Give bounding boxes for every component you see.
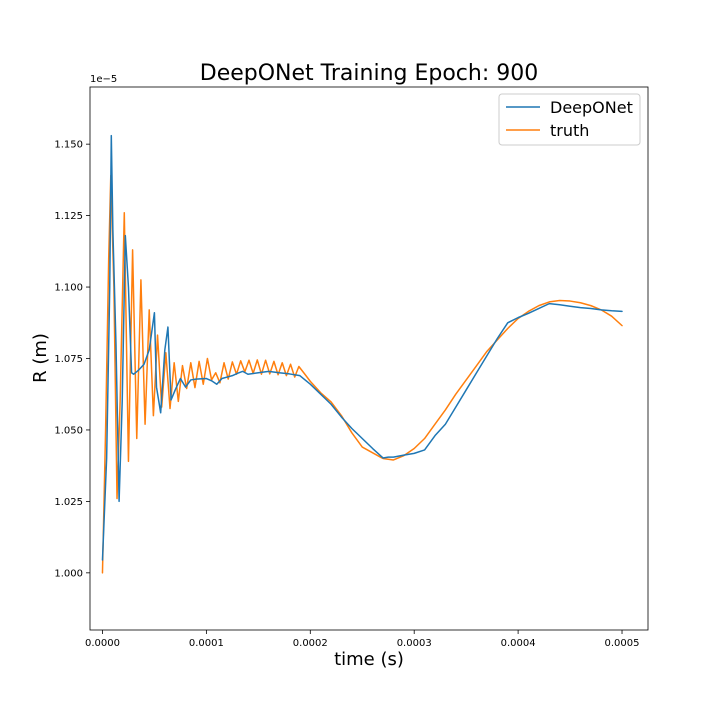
x-axis-ticks: 0.0000 0.0001 0.0002 0.0003 0.0004 0.0005 [85,630,640,649]
y-tick-label: 1.125 [54,211,83,222]
chart-title: DeepONet Training Epoch: 900 [200,61,538,86]
x-tick-label: 0.0002 [293,638,328,649]
y-offset-label: 1e−5 [90,74,117,85]
x-axis-title: time (s) [334,649,404,670]
legend: DeepONet truth [498,93,641,146]
legend-label-truth: truth [550,121,589,140]
plot-area [89,86,649,631]
series-layer [101,134,623,574]
y-tick-label: 1.025 [54,497,83,508]
y-tick-label: 1.050 [54,425,83,436]
x-tick-label: 0.0001 [189,638,224,649]
y-axis-ticks: 1.000 1.025 1.050 1.075 1.100 1.125 1.150 [54,140,90,579]
x-tick-label: 0.0000 [85,638,120,649]
y-tick-label: 1.075 [54,354,83,365]
y-axis-title: R (m) [30,333,51,383]
series-line-truth [101,174,623,574]
x-tick-label: 0.0003 [397,638,432,649]
x-tick-label: 0.0004 [501,638,536,649]
legend-label-deeponet: DeepONet [550,98,633,117]
y-tick-label: 1.000 [54,568,83,579]
y-tick-label: 1.100 [54,283,83,294]
series-line-deeponet [101,134,623,561]
y-tick-label: 1.150 [54,140,83,151]
x-tick-label: 0.0005 [605,638,640,649]
